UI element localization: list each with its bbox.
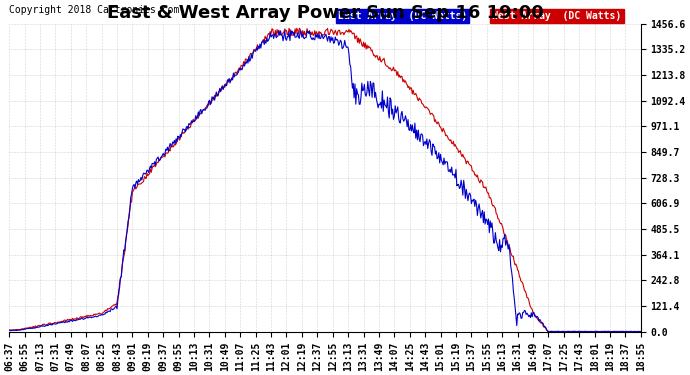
Text: West Array  (DC Watts): West Array (DC Watts)	[493, 11, 622, 21]
Text: Copyright 2018 Cartronics.com: Copyright 2018 Cartronics.com	[9, 5, 179, 15]
Text: East Array  (DC Watts): East Array (DC Watts)	[337, 11, 467, 21]
Title: East & West Array Power Sun Sep 16 19:00: East & West Array Power Sun Sep 16 19:00	[107, 4, 544, 22]
